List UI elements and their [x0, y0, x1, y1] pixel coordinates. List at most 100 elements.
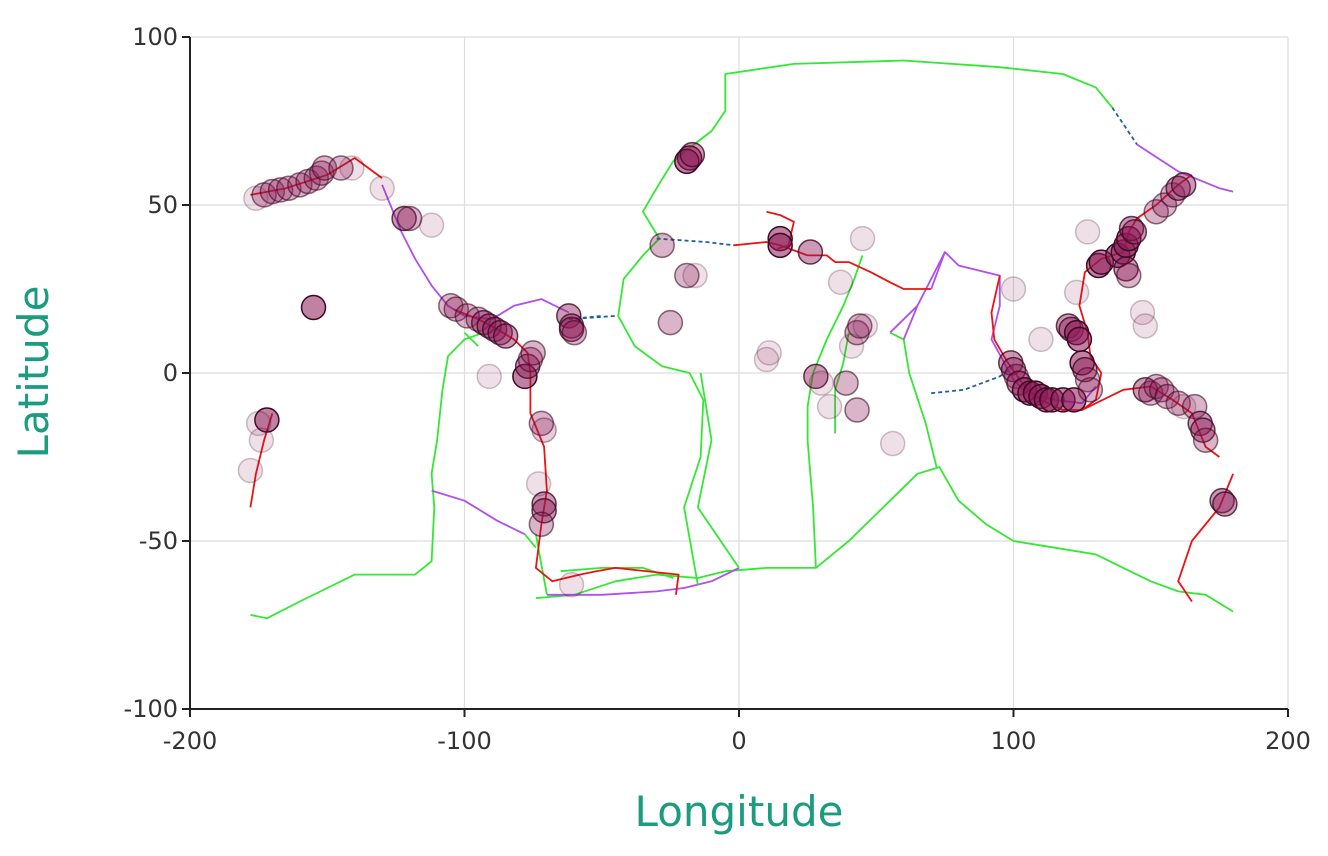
earthquake-points — [237, 141, 1238, 598]
plate-boundary-ridge — [250, 331, 484, 620]
y-tick-label: -50 — [139, 527, 178, 555]
data-point — [1116, 262, 1142, 289]
data-point — [267, 177, 294, 203]
y-tick-label: 50 — [147, 191, 178, 219]
data-point — [528, 511, 555, 537]
data-point — [1028, 326, 1054, 353]
data-point — [1121, 219, 1148, 245]
data-point — [237, 457, 264, 484]
data-point — [1190, 417, 1216, 443]
data-point — [1074, 219, 1101, 245]
plate-boundary-transform — [902, 251, 946, 340]
data-point — [1063, 279, 1090, 306]
data-point — [879, 430, 906, 457]
data-point — [369, 175, 395, 201]
data-point — [259, 178, 286, 205]
data-point — [245, 410, 272, 437]
data-point — [1143, 198, 1169, 225]
data-point — [561, 319, 588, 346]
data-point — [531, 417, 557, 443]
data-point — [852, 313, 879, 339]
plate-boundary-transform — [431, 489, 526, 536]
data-point — [1192, 427, 1219, 453]
x-tick-label: 200 — [1265, 727, 1311, 755]
data-point — [531, 491, 557, 517]
x-tick-label: 100 — [991, 727, 1037, 755]
data-point — [827, 269, 854, 296]
data-point — [1212, 491, 1238, 517]
plate-boundary-transform — [546, 567, 740, 596]
data-point — [679, 141, 706, 168]
y-axis-title: Latitude — [9, 286, 58, 459]
data-point — [1181, 393, 1208, 420]
data-point — [476, 363, 502, 390]
plate-boundary-ridge — [889, 331, 938, 468]
y-tick-labels: -100 -50 0 50 100 — [124, 23, 178, 723]
x-tick-labels: -200 -100 0 100 200 — [163, 727, 1311, 755]
data-point — [328, 155, 354, 181]
data-point — [1151, 192, 1178, 218]
data-point — [682, 262, 708, 289]
data-point — [674, 262, 700, 289]
plate-boundary-ridge — [535, 466, 1234, 613]
data-point — [844, 397, 870, 423]
data-point — [808, 370, 835, 396]
data-point — [339, 155, 365, 181]
plate-boundary-ridge — [834, 332, 850, 434]
data-point — [396, 205, 423, 232]
grid — [189, 36, 1289, 710]
data-point — [767, 232, 793, 259]
y-tick-label: 0 — [163, 359, 178, 387]
data-point — [1209, 487, 1235, 514]
data-point — [1170, 172, 1197, 198]
data-point — [849, 225, 876, 252]
data-point — [1074, 366, 1101, 393]
data-point — [803, 363, 829, 390]
plate-boundary-trench — [453, 308, 680, 595]
axes — [182, 36, 1289, 717]
data-point — [1170, 393, 1197, 420]
data-point — [1132, 313, 1159, 339]
plate-boundary-ridge — [463, 332, 479, 347]
x-tick-label: -100 — [437, 727, 491, 755]
plate-boundaries — [249, 59, 1234, 620]
data-point — [512, 363, 538, 390]
data-point — [391, 205, 417, 232]
data-point — [254, 407, 280, 433]
data-point — [558, 571, 585, 598]
data-point — [1129, 299, 1156, 326]
data-point — [1077, 377, 1104, 403]
plate-boundary-trench — [1177, 473, 1234, 603]
data-point — [756, 340, 782, 366]
data-point — [558, 316, 585, 343]
data-point — [753, 346, 780, 373]
data-point — [1165, 390, 1191, 416]
data-point — [525, 471, 552, 497]
data-point — [520, 340, 546, 366]
data-point — [418, 212, 445, 238]
plate-boundary-ridge — [524, 533, 537, 549]
plate-boundary-transform — [1136, 143, 1234, 193]
data-point — [1061, 387, 1087, 413]
plate-boundary-other — [931, 365, 1015, 395]
plate-boundary-ridge — [535, 534, 548, 595]
data-point — [1072, 356, 1098, 383]
data-point — [1066, 326, 1093, 353]
x-tick-label: -200 — [163, 727, 217, 755]
data-point — [248, 427, 275, 453]
plate-boundary-ridge — [617, 59, 1113, 585]
data-point — [833, 370, 859, 396]
plate-boundary-transform — [889, 305, 919, 334]
data-point — [528, 410, 555, 437]
plate-boundary-ridge — [806, 255, 864, 568]
x-tick-label: 0 — [731, 727, 746, 755]
data-point — [816, 393, 843, 420]
data-point — [657, 309, 684, 336]
data-point — [300, 294, 327, 321]
data-point — [492, 323, 519, 349]
plate-boundary-ridge — [696, 372, 740, 569]
x-axis-title: Longitude — [635, 787, 844, 836]
data-point — [797, 239, 824, 265]
data-point — [1000, 276, 1027, 302]
